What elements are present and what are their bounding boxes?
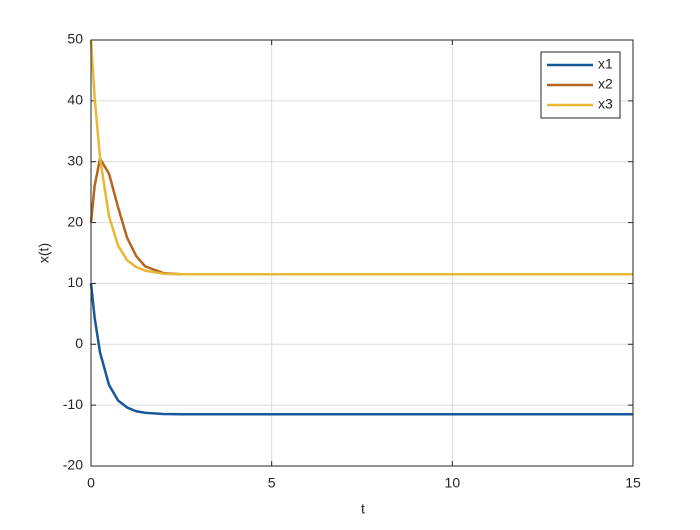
axes-box — [90, 39, 634, 467]
y-tick-label: 0 — [75, 335, 83, 351]
legend-label: x3 — [598, 96, 613, 112]
series-line — [89, 283, 633, 416]
y-tick-label: 20 — [67, 213, 83, 229]
y-tick-label: 30 — [67, 152, 83, 168]
y-tick-label: -20 — [63, 457, 83, 473]
y-axis-label: x(t) — [36, 243, 52, 263]
x-tick-label: 10 — [445, 475, 461, 491]
x-tick-label: 0 — [87, 475, 95, 491]
y-tick-label: 40 — [67, 92, 83, 108]
series-line — [89, 39, 633, 276]
y-tick-label: 10 — [67, 274, 83, 290]
y-tick-label: -10 — [63, 396, 83, 412]
x-tick-label: 5 — [268, 475, 276, 491]
x-axis-label: t — [361, 501, 365, 517]
y-tick-label: 50 — [67, 31, 83, 47]
legend-label: x1 — [598, 56, 613, 72]
legend-label: x2 — [598, 76, 613, 92]
x-tick-label: 15 — [625, 475, 641, 491]
